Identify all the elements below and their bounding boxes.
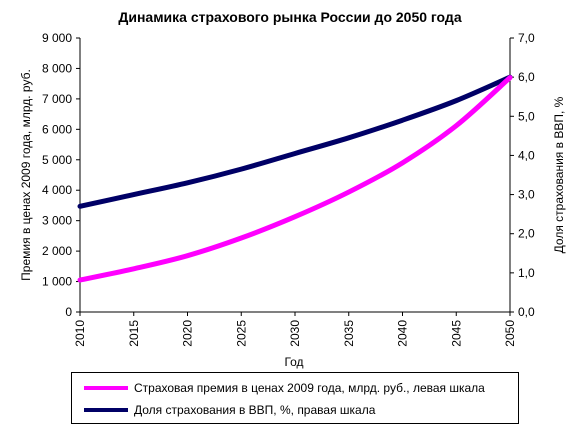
y-right-tick-label: 5,0	[518, 109, 535, 123]
x-tick-label: 2025	[234, 320, 248, 347]
y-left-tick-label: 6 000	[42, 122, 72, 136]
y-right-tick-label: 1,0	[518, 266, 535, 280]
series-lines	[77, 74, 513, 283]
x-tick-label: 2020	[181, 320, 195, 347]
y-left-tick-label: 5 000	[42, 153, 72, 167]
y-right-ticks: 0,0 1,0 2,0 3,0 4,0 5,0 6,0 7,0	[510, 31, 535, 319]
x-tick-label: 2030	[288, 320, 302, 347]
series-line-premium	[77, 75, 513, 283]
chart-svg: Динамика страхового рынка России до 2050…	[19, 9, 566, 369]
x-tick-label: 2010	[73, 320, 87, 347]
legend-swatch-gdp-share	[84, 408, 128, 412]
y-left-ticks: 0 1 000 2 000 3 000 4 000 5 000 6 000 7 000 8 00…	[42, 31, 80, 319]
y-right-tick-label: 2,0	[518, 227, 535, 241]
y-right-tick-label: 3,0	[518, 188, 535, 202]
y-right-tick-label: 4,0	[518, 148, 535, 162]
y-left-tick-label: 4 000	[42, 183, 72, 197]
legend-item-gdp-share: Доля страхования в ВВП, %, правая шкала	[84, 401, 375, 419]
y-axis-left-label: Премия в ценах 2009 года, млрд. руб.	[19, 69, 33, 281]
y-left-tick-label: 8 000	[42, 61, 72, 75]
chart-legend: Страховая премия в ценах 2009 года, млрд…	[71, 372, 519, 424]
x-ticks: 2010 2015 2020 2025 2030 2035 2040 2045 2050	[73, 312, 517, 347]
x-tick-label: 2015	[127, 320, 141, 347]
y-right-tick-label: 0,0	[518, 305, 535, 319]
axes	[79, 38, 511, 313]
y-axis-right-label: Доля страхования в ВВП, %	[552, 96, 566, 253]
x-tick-label: 2050	[503, 320, 517, 347]
legend-swatch-premium	[84, 386, 128, 390]
y-left-tick-label: 9 000	[42, 31, 72, 45]
series-line-gdp-share	[77, 74, 513, 209]
y-left-tick-label: 1 000	[42, 275, 72, 289]
y-left-tick-label: 3 000	[42, 214, 72, 228]
y-left-tick-label: 7 000	[42, 92, 72, 106]
chart-title: Динамика страхового рынка России до 2050…	[118, 9, 461, 25]
y-left-tick-label: 0	[65, 305, 72, 319]
x-axis-label: Год	[284, 355, 303, 369]
x-tick-label: 2035	[342, 320, 356, 347]
legend-label-premium: Страховая премия в ценах 2009 года, млрд…	[134, 381, 485, 395]
y-left-tick-label: 2 000	[42, 244, 72, 258]
legend-label-gdp-share: Доля страхования в ВВП, %, правая шкала	[134, 403, 376, 417]
legend-item-premium: Страховая премия в ценах 2009 года, млрд…	[84, 379, 485, 397]
y-right-tick-label: 6,0	[518, 70, 535, 84]
x-tick-label: 2040	[396, 320, 410, 347]
x-tick-label: 2045	[449, 320, 463, 347]
y-right-tick-label: 7,0	[518, 31, 535, 45]
